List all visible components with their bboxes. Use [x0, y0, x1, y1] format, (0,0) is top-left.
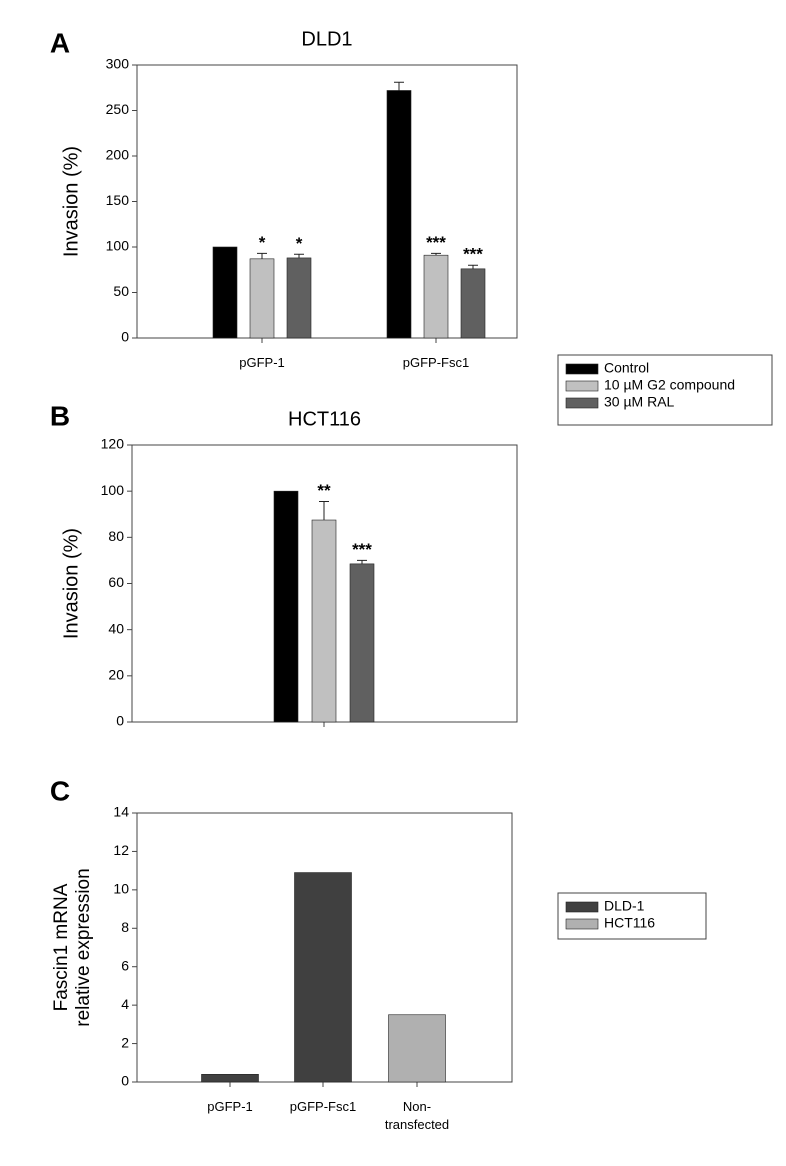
- legend-label: HCT116: [604, 915, 655, 931]
- bar: [460, 268, 486, 339]
- bar: [201, 1074, 259, 1083]
- error-bar: [319, 501, 329, 521]
- legend-swatch: [565, 363, 599, 375]
- panel-label: A: [50, 27, 70, 58]
- significance: **: [317, 481, 331, 500]
- y-tick-label: 2: [121, 1034, 129, 1050]
- legend-label: 10 µM G2 compound: [604, 377, 735, 393]
- legend-swatch: [565, 918, 599, 930]
- legend-swatch: [565, 380, 599, 392]
- bar: [423, 254, 449, 339]
- y-tick-label: 80: [108, 528, 124, 544]
- y-tick-label: 100: [106, 238, 130, 254]
- bar: [212, 246, 238, 339]
- y-tick-label: 4: [121, 996, 129, 1012]
- y-tick-label: 100: [101, 482, 125, 498]
- y-tick-label: 200: [106, 147, 130, 163]
- y-axis-label: Fascin1 mRNA: [51, 883, 72, 1011]
- y-tick-label: 300: [106, 56, 130, 72]
- bar: [349, 563, 375, 723]
- error-bar: [257, 252, 267, 259]
- legend-label: DLD-1: [604, 898, 645, 914]
- x-tick-label: pGFP-Fsc1: [289, 1099, 357, 1114]
- y-tick-label: 14: [113, 804, 129, 820]
- x-tick-label: pGFP-Fsc1: [402, 355, 470, 370]
- legend-swatch: [565, 397, 599, 409]
- bar: [386, 90, 412, 339]
- legend-box: [557, 892, 707, 940]
- y-axis-label: Invasion (%): [60, 528, 82, 639]
- y-tick-label: 120: [101, 436, 125, 452]
- y-tick-label: 60: [108, 574, 124, 590]
- y-tick-label: 40: [108, 620, 124, 636]
- y-tick-label: 8: [121, 919, 129, 935]
- bar: [311, 519, 337, 723]
- y-tick-label: 20: [108, 667, 124, 683]
- y-tick-label: 6: [121, 957, 129, 973]
- y-axis-label: Invasion (%): [60, 146, 82, 257]
- significance: *: [259, 233, 266, 252]
- y-tick-label: 12: [113, 842, 129, 858]
- error-bar: [468, 264, 478, 269]
- bar: [249, 258, 275, 339]
- bar: [388, 1014, 446, 1083]
- legend-label: 30 µM RAL: [604, 394, 675, 410]
- chart-title: HCT116: [288, 408, 361, 430]
- y-tick-label: 10: [113, 881, 129, 897]
- legend-label: Control: [604, 360, 649, 376]
- y-tick-label: 250: [106, 101, 130, 117]
- bar: [273, 490, 299, 723]
- x-tick-label: pGFP-1: [239, 355, 285, 370]
- bar: [294, 872, 352, 1083]
- y-tick-label: 0: [116, 713, 124, 729]
- error-bar: [294, 253, 304, 258]
- plot-frame: [136, 64, 518, 339]
- significance: ***: [463, 245, 483, 264]
- y-tick-label: 0: [121, 329, 129, 345]
- y-axis-label: relative expression: [73, 868, 94, 1026]
- bar: [286, 257, 312, 339]
- panel-label: B: [50, 400, 70, 431]
- error-bar: [431, 252, 441, 256]
- x-tick-label: pGFP-1: [207, 1099, 253, 1114]
- significance: ***: [426, 233, 446, 252]
- legend-swatch: [565, 901, 599, 913]
- chart-title: DLD1: [301, 28, 352, 50]
- y-tick-label: 50: [113, 283, 129, 299]
- x-tick-label: Non-transfected: [384, 1099, 450, 1132]
- y-tick-label: 150: [106, 192, 130, 208]
- error-bar: [394, 81, 404, 91]
- significance: *: [296, 234, 303, 253]
- error-bar: [357, 559, 367, 564]
- significance: ***: [352, 540, 372, 559]
- panel-label: C: [50, 775, 70, 806]
- y-tick-label: 0: [121, 1073, 129, 1089]
